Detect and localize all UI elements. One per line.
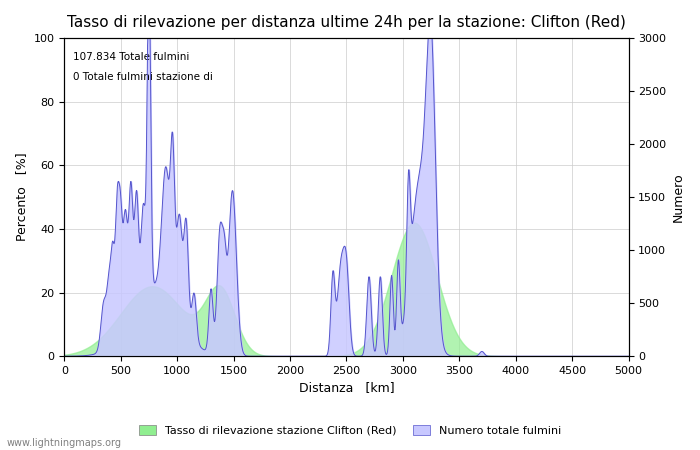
X-axis label: Distanza   [km]: Distanza [km] <box>299 382 394 395</box>
Y-axis label: Numero: Numero <box>672 172 685 222</box>
Text: www.lightningmaps.org: www.lightningmaps.org <box>7 438 122 448</box>
Text: 107.834 Totale fulmini: 107.834 Totale fulmini <box>73 53 189 63</box>
Legend: Tasso di rilevazione stazione Clifton (Red), Numero totale fulmini: Tasso di rilevazione stazione Clifton (R… <box>135 420 565 440</box>
Text: 0 Totale fulmini stazione di: 0 Totale fulmini stazione di <box>73 72 213 81</box>
Title: Tasso di rilevazione per distanza ultime 24h per la stazione: Clifton (Red): Tasso di rilevazione per distanza ultime… <box>67 15 626 30</box>
Y-axis label: Percento   [%]: Percento [%] <box>15 153 28 242</box>
